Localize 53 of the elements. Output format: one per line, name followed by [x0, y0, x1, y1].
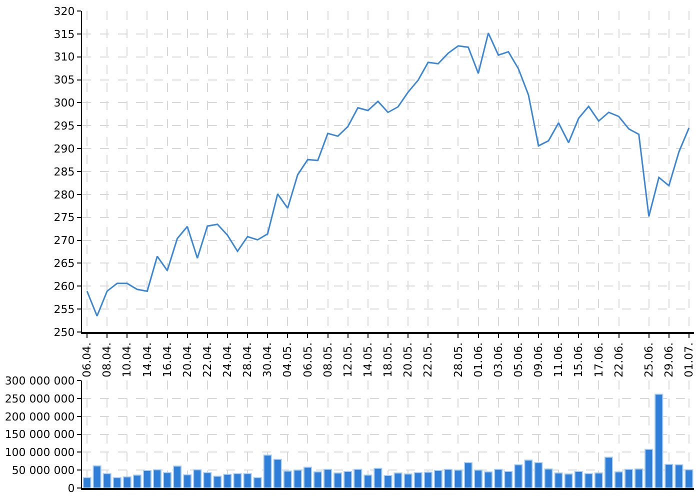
x-tick-label: 04.05.: [281, 342, 294, 378]
x-tick-label: 30.04.: [261, 342, 274, 378]
y-tick-label: 300: [54, 96, 75, 110]
x-tick-label: 16.04.: [160, 342, 174, 378]
y-tick-label: 315: [54, 28, 75, 41]
y-tick-label: 310: [54, 50, 75, 64]
y-tick-label: 290: [54, 142, 75, 156]
y-tick-label: 295: [54, 120, 75, 132]
x-tick-label: 22.04.: [200, 342, 214, 378]
x-tick-label: 17.06.: [592, 342, 606, 378]
y-tick-label: 285: [54, 165, 75, 178]
x-tick-label: 29.06.: [662, 342, 676, 378]
x-tick-label: 28.05.: [452, 342, 465, 378]
x-tick-label: 01.06.: [472, 342, 485, 378]
x-tick-label: 06.05.: [301, 342, 314, 378]
y-tick-label: 200 000 000: [4, 410, 75, 424]
y-tick-label: 50 000 000: [12, 464, 75, 477]
y-tick-label: 320: [54, 4, 75, 18]
x-tick-label: 12.05.: [341, 342, 354, 378]
x-tick-label: 14.04.: [140, 342, 154, 378]
x-tick-label: 10.04.: [120, 342, 134, 378]
x-tick-label: 11.06.: [552, 342, 566, 378]
y-tick-label: 250: [54, 326, 75, 339]
x-tick-label: 28.04.: [241, 342, 254, 378]
x-tick-label: 09.06.: [532, 342, 546, 378]
y-tick-label: 270: [54, 234, 75, 248]
x-tick-label: 24.04.: [221, 342, 234, 378]
x-tick-label: 03.06.: [492, 342, 505, 378]
x-tick-label: 08.04.: [100, 342, 114, 378]
y-tick-label: 150 000 000: [4, 428, 75, 442]
y-tick-label: 265: [54, 257, 75, 270]
x-tick-label: 15.06.: [572, 342, 586, 378]
x-tick-label: 06.04.: [80, 342, 94, 378]
y-tick-label: 280: [54, 188, 75, 202]
y-tick-label: 300 000 000: [4, 374, 75, 388]
y-tick-label: 305: [54, 74, 75, 87]
x-tick-label: 14.05.: [362, 342, 375, 378]
x-tick-label: 18.05.: [382, 342, 395, 378]
y-tick-label: 255: [54, 302, 75, 316]
x-tick-label: 22.05.: [422, 342, 435, 378]
y-tick-label: 275: [54, 211, 75, 224]
line-series: [86, 32, 690, 317]
x-tick-label: 01.07.: [682, 342, 696, 378]
x-tick-label: 20.05.: [402, 342, 415, 378]
x-tick-label: 20.04.: [180, 342, 194, 378]
x-tick-label: 22.06.: [612, 342, 626, 378]
y-tick-label: 260: [54, 280, 75, 294]
x-tick-label: 08.05.: [321, 342, 334, 378]
y-tick-label: 100 000 000: [4, 446, 75, 460]
y-tick-label: 250 000 000: [4, 392, 75, 406]
x-tick-label: 25.06.: [642, 342, 656, 378]
x-tick-label: 05.06.: [512, 342, 526, 378]
y-tick-label: 0: [68, 482, 75, 495]
